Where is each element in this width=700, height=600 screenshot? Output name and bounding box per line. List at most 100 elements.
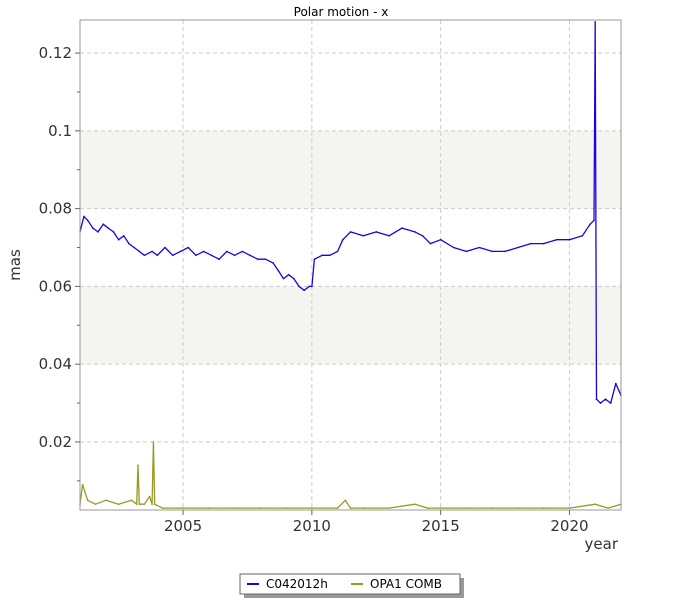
y-tick-label-3: 0.08 (39, 200, 72, 218)
series-0-point-41 (329, 254, 331, 257)
x-axis-ticks: 2005 2010 2015 2020 (164, 510, 589, 535)
y-tick-label-5: 0.12 (39, 44, 72, 62)
series-0-point-18 (179, 250, 182, 253)
series-0-point-9 (123, 235, 125, 237)
series-0-point-67 (595, 398, 598, 401)
x-tick-label-0: 2005 (164, 517, 202, 535)
series-0-point-45 (362, 235, 365, 237)
series-0-point-50 (421, 235, 424, 237)
legend-label-opa1-comb: OPA1 COMB (370, 577, 442, 591)
series-1-point-11 (148, 495, 151, 498)
chart-title: Polar motion - x (294, 5, 389, 19)
series-1-point-9 (138, 503, 141, 506)
x-tick-label-3: 2020 (550, 517, 588, 535)
series-0-point-52 (439, 238, 442, 241)
series-0-point-17 (171, 254, 174, 257)
series-1-point-10 (143, 503, 146, 506)
series-0-point-38 (311, 285, 313, 288)
series-0-point-12 (138, 250, 141, 253)
series-1-point-12 (151, 503, 153, 506)
series-0-point-56 (491, 250, 494, 253)
series-0-point-11 (133, 246, 135, 249)
x-tick-label-2: 2015 (422, 517, 460, 535)
series-1-point-15 (161, 507, 164, 509)
series-0-point-30 (272, 262, 275, 264)
series-0-point-7 (112, 231, 115, 233)
series-1-point-8 (137, 464, 139, 467)
series-0-point-26 (241, 250, 244, 253)
y-axis-ticks: 0.02 0.04 0.06 0.08 0.1 0.12 (39, 44, 80, 482)
series-1-point-25 (362, 507, 365, 509)
series-0-point-6 (107, 227, 110, 229)
series-0-point-36 (303, 289, 305, 292)
series-0-point-35 (298, 285, 300, 288)
series-line-1 (79, 441, 622, 509)
y-tick-label-4: 0.1 (48, 122, 72, 140)
series-1-point-28 (427, 507, 429, 509)
series-1-point-1 (81, 483, 84, 486)
series-1-point-19 (259, 507, 262, 509)
series-0-point-28 (257, 258, 259, 261)
series-0-point-33 (287, 273, 290, 276)
series-1-point-30 (465, 507, 468, 509)
y-tick-label-0: 0.02 (39, 433, 72, 451)
y-axis-label: mas (6, 249, 24, 281)
series-0-point-29 (264, 258, 267, 261)
series-1-point-6 (130, 499, 133, 502)
series-1-point-23 (344, 499, 347, 502)
series-0-point-47 (388, 235, 390, 237)
series-0-point-69 (604, 398, 607, 401)
series-0-point-66 (594, 21, 596, 23)
y-tick-label-2: 0.06 (39, 277, 72, 295)
series-1-point-18 (233, 507, 236, 509)
x-tick-label-1: 2010 (293, 517, 331, 535)
series-0-point-22 (210, 254, 213, 257)
legend: C042012h OPA1 COMB (239, 573, 464, 598)
series-0-point-64 (589, 223, 591, 225)
series-1-point-16 (182, 507, 184, 509)
series-0-point-43 (342, 238, 344, 241)
series-0-point-51 (429, 242, 432, 245)
series-1-point-4 (105, 499, 107, 502)
series-0-point-4 (97, 231, 99, 233)
series-0-point-24 (226, 250, 228, 253)
series-0-point-25 (233, 254, 236, 257)
plot-band-0 (80, 286, 621, 365)
series-0-point-42 (336, 250, 339, 253)
plot-gridlines (80, 20, 621, 510)
series-0-point-48 (401, 227, 403, 229)
y-tick-label-1: 0.04 (39, 355, 72, 373)
series-1-point-27 (414, 503, 416, 506)
series-1-point-2 (86, 499, 89, 502)
series-0-point-10 (128, 242, 130, 245)
series-0-point-60 (542, 242, 545, 245)
series-0-point-32 (282, 277, 285, 280)
series-0-point-54 (465, 250, 468, 253)
series-0-point-13 (143, 254, 146, 257)
series-0-point-19 (187, 246, 189, 249)
series-0-point-65 (593, 219, 595, 222)
series-0-point-34 (293, 277, 295, 280)
series-0-point-14 (151, 250, 153, 253)
series-0-point-40 (321, 254, 324, 257)
series-1-point-7 (135, 503, 138, 506)
series-0-point-16 (164, 246, 166, 249)
series-0-point-44 (349, 231, 352, 233)
legend-box (239, 573, 461, 595)
x-axis-label: year (585, 535, 619, 553)
series-1-point-35 (594, 503, 596, 506)
series-0-point-5 (102, 223, 104, 225)
series-1-point-34 (568, 507, 571, 509)
series-1-point-17 (208, 507, 210, 509)
series-0-point-46 (375, 231, 378, 233)
series-1-point-5 (117, 503, 120, 506)
series-1-point-26 (388, 507, 390, 509)
series-1-point-21 (311, 507, 313, 509)
series-1-point-13 (152, 441, 155, 443)
series-1-point-22 (336, 507, 339, 509)
series-1-point-14 (153, 503, 156, 506)
plot-band-1 (80, 130, 621, 209)
series-1-point-3 (94, 503, 97, 506)
series-0-point-53 (452, 246, 455, 249)
